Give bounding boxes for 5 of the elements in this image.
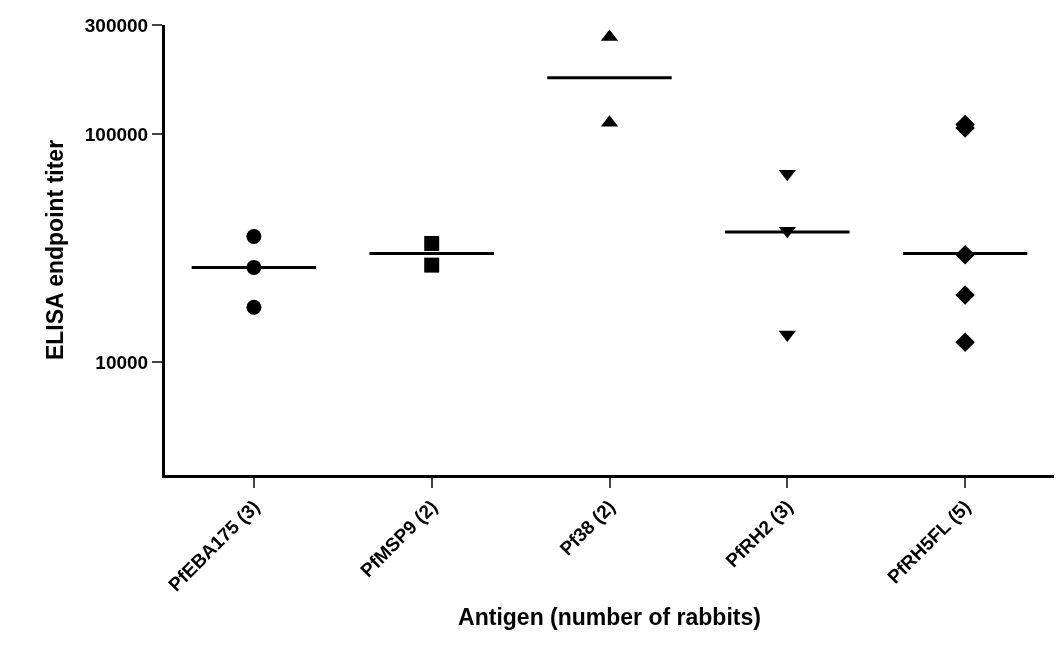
y-tick-label: 100000: [84, 123, 149, 145]
x-axis-title: Antigen (number of rabbits): [458, 603, 761, 630]
y-tick-label: 10000: [95, 351, 149, 373]
y-tick-label: 300000: [84, 14, 149, 36]
y-axis-title: ELISA endpoint titer: [42, 139, 69, 361]
